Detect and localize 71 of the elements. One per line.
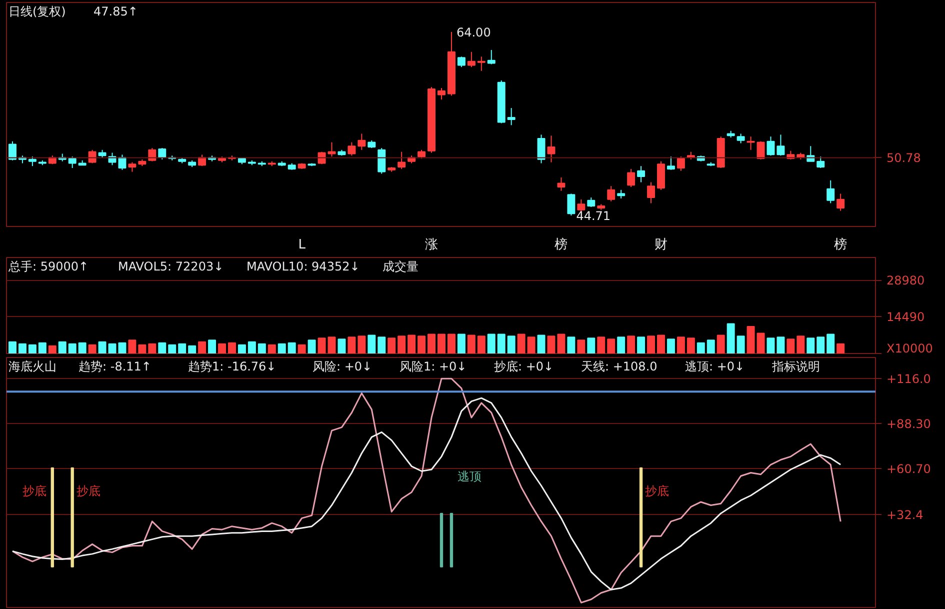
candlestick [467, 51, 476, 68]
y-tick-label: +88.30 [886, 417, 931, 432]
y-tick-label: +32.4 [886, 508, 924, 522]
annotation: MAVOL10: 94352↓ [246, 260, 360, 274]
candlestick [647, 182, 656, 204]
candlestick [118, 154, 126, 170]
annotation: 风险: +0↓ [312, 360, 372, 374]
candlestick [776, 134, 785, 156]
candlestick [607, 186, 616, 202]
candlestick [537, 134, 546, 164]
y-tick-label: +116.0 [886, 372, 931, 386]
text: 逃顶 [457, 469, 482, 484]
candlestick [816, 156, 825, 168]
candlestick [487, 49, 496, 65]
chart-title: 日线(复权) [8, 4, 66, 18]
candlestick [766, 136, 775, 156]
annotation: 天线: +108.0 [581, 360, 658, 374]
candlestick [826, 180, 835, 204]
annotation: 44.71 [576, 208, 611, 223]
candlestick [477, 56, 486, 72]
candlestick [128, 162, 136, 172]
annotation: 趋势: -8.11↑ [78, 360, 152, 374]
candlestick [587, 196, 596, 208]
annotation: 抄底: +0↓ [494, 360, 554, 374]
candlestick [637, 166, 646, 183]
candlestick [756, 140, 765, 160]
text: 抄底 [22, 484, 46, 498]
y-tick-label: X10000 [886, 342, 933, 356]
candlestick [666, 156, 675, 170]
candlestick [378, 148, 386, 174]
candlestick [8, 140, 16, 161]
candlestick [507, 108, 516, 126]
series-label: 抄底 [645, 484, 670, 498]
candlestick [457, 56, 466, 68]
annotation: 逃顶: +0↓ [685, 360, 745, 374]
candlestick [627, 168, 636, 188]
text: 47.85↑ [94, 4, 138, 18]
annotation: 成交量 [382, 260, 418, 274]
annotation: 风险1: +0↓ [400, 360, 467, 374]
x-tick-label: 榜 [554, 238, 568, 252]
candlestick [148, 148, 156, 162]
y-tick-label: +60.70 [886, 462, 931, 476]
candlestick [676, 156, 685, 172]
candlestick [358, 133, 366, 150]
ref-line-label: 50.78 [886, 151, 921, 166]
candlestick [836, 193, 845, 212]
text: 抄底 [76, 484, 100, 498]
annotation: MAVOL5: 72203↓ [118, 260, 224, 274]
candlestick [398, 151, 406, 170]
candlestick [68, 156, 76, 168]
candlestick [28, 156, 36, 167]
chart-title: 海底火山 [8, 360, 56, 374]
candlestick [547, 135, 556, 163]
x-tick-label: 榜 [834, 238, 848, 252]
candlestick [736, 133, 745, 144]
annotation: 指标说明 [771, 360, 820, 374]
candlestick [348, 142, 356, 156]
candlestick [158, 148, 166, 160]
candlestick [657, 160, 665, 190]
candlestick [557, 177, 566, 192]
annotation: 总手: 59000↑ [8, 260, 89, 274]
annotation: 趋势1: -16.76↓ [188, 360, 276, 374]
x-tick-label: 涨 [425, 238, 438, 252]
candlestick [567, 193, 576, 216]
annotation: 64.00 [456, 25, 491, 40]
candlestick [746, 136, 755, 150]
y-tick-label: 28980 [886, 273, 925, 288]
candlestick [438, 88, 446, 100]
x-tick-label: 财 [654, 238, 668, 252]
y-tick-label: 14490 [886, 310, 925, 324]
x-tick-label: L [298, 238, 306, 252]
